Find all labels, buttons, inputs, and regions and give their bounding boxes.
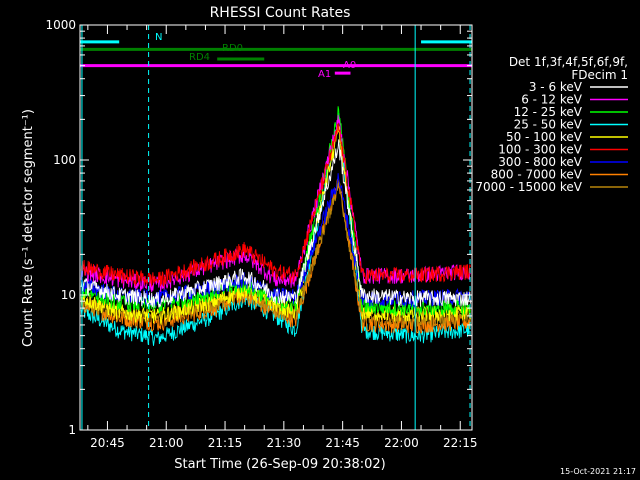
x-tick-label-5: 22:00 [384,436,419,450]
attenuator-bars-layer: N RD0 RD4 A0 A1 [80,32,472,80]
x-tick-label-1: 21:00 [149,436,184,450]
state-bar-label-n: N [155,32,162,43]
y-tick-label-0: 1 [68,423,76,437]
series-line-1 [80,114,471,292]
x-tick-label-6: 22:15 [443,436,478,450]
legend-label-5: 100 - 300 keV [498,143,582,157]
legend-header-line-2: FDecim 1 [571,68,628,82]
x-tick-label-4: 21:45 [325,436,360,450]
state-bar-label-rd4: RD4 [189,52,210,63]
y-tick-label-3: 1000 [45,18,76,32]
legend-label-7: 800 - 7000 keV [491,168,583,182]
state-bar-label-rd0: RD0 [222,43,243,54]
plot-frame [79,24,473,431]
x-tick-label-0: 20:45 [90,436,125,450]
legend: Det 1f,3f,4f,5f,6f,9f, FDecim 1 3 - 6 ke… [475,55,628,194]
x-tick-label-3: 21:30 [267,436,302,450]
legend-label-6: 300 - 800 keV [498,155,582,169]
footer-timestamp: 15-Oct-2021 21:17 [560,467,636,476]
y-tick-label-2: 100 [53,153,76,167]
legend-label-8: 7000 - 15000 keV [475,180,582,194]
axes-layer: 1 10 100 1000 20:45 21:00 21:15 21:30 21:45 22:00… [45,18,477,450]
y-axis-label: Count Rate (s⁻¹ detector segment⁻¹) [21,109,36,347]
series-layer [80,106,471,346]
x-axis-label: Start Time (26-Sep-09 20:38:02) [174,457,385,472]
legend-label-4: 50 - 100 keV [506,130,583,144]
vertical-markers-layer [81,25,471,430]
series-line-0 [80,139,471,308]
series-line-4 [80,123,471,326]
y-tick-label-1: 10 [61,288,76,302]
legend-label-2: 12 - 25 keV [514,105,583,119]
legend-label-0: 3 - 6 keV [529,80,583,94]
series-line-6 [80,173,471,309]
chart-title: RHESSI Count Rates [210,5,351,21]
state-bar-label-a0: A0 [343,60,356,71]
legend-label-3: 25 - 50 keV [514,118,583,132]
state-bar-label-a1: A1 [318,69,331,80]
legend-label-1: 6 - 12 keV [521,93,583,107]
series-line-5 [80,122,471,287]
legend-header-line-1: Det 1f,3f,4f,5f,6f,9f, [509,55,628,69]
x-tick-label-2: 21:15 [208,436,243,450]
